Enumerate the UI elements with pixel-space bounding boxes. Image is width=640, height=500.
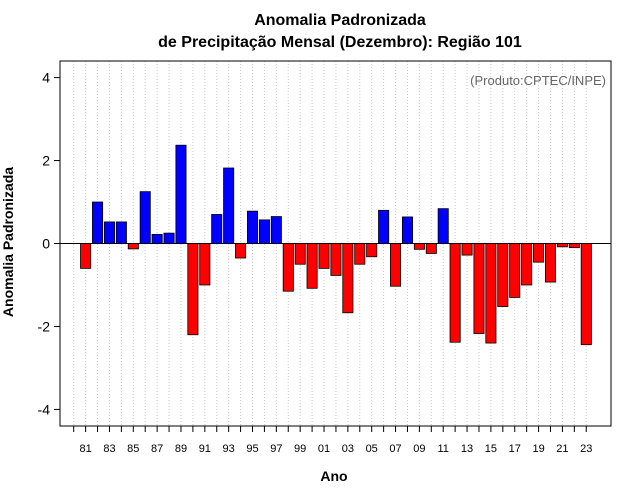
bar-00	[306, 243, 318, 289]
bar-13	[461, 243, 473, 256]
bar-95	[246, 210, 258, 244]
y-tick-label: -4	[38, 401, 51, 417]
bar-96	[258, 219, 270, 244]
bar-88	[163, 232, 175, 244]
bars	[80, 144, 592, 346]
bar-83	[103, 221, 115, 244]
x-tick-label: 09	[413, 443, 425, 455]
bar-22	[568, 243, 580, 249]
bar-03	[342, 243, 354, 314]
x-tick-label: 81	[79, 443, 91, 455]
bar-18	[521, 243, 533, 286]
bar-86	[139, 191, 151, 244]
y-tick-label: 2	[42, 153, 50, 169]
bar-15	[485, 243, 497, 344]
bar-09	[413, 243, 425, 250]
bar-07	[390, 243, 402, 287]
x-tick-label: 01	[318, 443, 330, 455]
x-tick-label: 05	[366, 443, 378, 455]
x-axis: 81 83 85 87 89 91 93 95 97 99 01 03 05 07 09 11 13 15 17 19…	[73, 426, 592, 455]
x-tick-label: 03	[342, 443, 354, 455]
bar-99	[294, 243, 306, 265]
bar-90	[187, 243, 199, 336]
bar-05	[366, 243, 378, 258]
chart-title: Anomalia Padronizada	[254, 12, 426, 29]
x-tick-label: 11	[438, 443, 449, 455]
x-tick-label: 19	[532, 443, 544, 455]
bar-94	[235, 243, 247, 259]
bar-16	[497, 243, 509, 307]
bar-17	[509, 243, 521, 298]
bar-98	[282, 243, 294, 292]
bar-08	[401, 216, 413, 244]
x-tick-label: 89	[175, 443, 187, 455]
x-tick-label: 93	[223, 443, 235, 455]
bar-84	[115, 221, 127, 244]
bar-97	[270, 216, 282, 244]
y-axis: -4 -2 0 2 4	[38, 70, 60, 417]
x-axis-label: Ano	[320, 468, 347, 484]
x-tick-label: 13	[461, 443, 473, 455]
bar-19	[533, 243, 545, 263]
bar-14	[473, 243, 485, 334]
x-tick-label: 83	[103, 443, 115, 455]
bar-93	[223, 167, 235, 244]
x-tick-label: 17	[509, 443, 521, 455]
x-tick-label: 85	[127, 443, 139, 455]
x-tick-label: 15	[485, 443, 497, 455]
bar-02	[330, 243, 342, 276]
x-tick-label: 23	[580, 443, 592, 455]
bar-89	[175, 144, 187, 244]
bar-21	[556, 243, 568, 248]
x-tick-label: 91	[199, 443, 211, 455]
bar-81	[80, 243, 92, 269]
bar-11	[437, 208, 449, 244]
credit-label: (Produto:CPTEC/INPE)	[470, 73, 606, 88]
bar-92	[211, 214, 223, 244]
x-tick-label: 87	[151, 443, 163, 455]
chart-subtitle: de Precipitação Mensal (Dezembro): Regiã…	[158, 34, 522, 51]
bar-04	[354, 243, 366, 265]
x-tick-label: 95	[246, 443, 258, 455]
bar-82	[92, 201, 104, 244]
bar-23	[580, 243, 592, 346]
bar-20	[545, 243, 557, 283]
x-tick-label: 21	[556, 443, 568, 455]
y-tick-label: -2	[38, 318, 51, 334]
bar-10	[425, 243, 437, 254]
y-tick-label: 0	[42, 236, 50, 252]
x-tick-label: 97	[270, 443, 282, 455]
y-axis-label: Anomalia Padronizada	[0, 167, 16, 317]
bar-87	[151, 233, 163, 244]
bar-85	[127, 243, 139, 250]
bar-91	[199, 243, 211, 286]
bar-06	[378, 209, 390, 244]
bar-01	[318, 243, 330, 269]
bar-12	[449, 243, 461, 343]
y-tick-label: 4	[42, 70, 50, 86]
x-tick-label: 99	[294, 443, 306, 455]
grid-lines	[73, 61, 587, 426]
x-tick-label: 07	[389, 443, 401, 455]
